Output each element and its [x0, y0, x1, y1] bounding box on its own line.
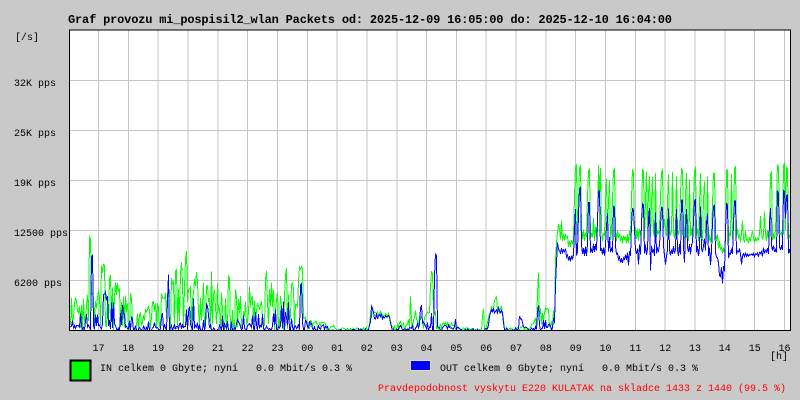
svg-text:32K pps: 32K pps — [14, 79, 56, 90]
svg-text:10: 10 — [599, 344, 611, 355]
svg-text:12: 12 — [659, 344, 671, 355]
svg-text:11: 11 — [629, 344, 641, 355]
svg-text:03: 03 — [391, 344, 403, 355]
svg-text:23: 23 — [271, 344, 283, 355]
svg-text:05: 05 — [450, 344, 462, 355]
svg-text:6200 pps: 6200 pps — [14, 279, 62, 290]
svg-text:08: 08 — [540, 344, 552, 355]
svg-text:00: 00 — [301, 344, 313, 355]
svg-text:[/s]: [/s] — [15, 32, 39, 44]
svg-text:06: 06 — [480, 344, 492, 355]
svg-text:25K pps: 25K pps — [14, 129, 56, 140]
svg-text:22: 22 — [242, 344, 254, 355]
svg-text:20: 20 — [182, 344, 194, 355]
svg-text:Pravdepodobnost vyskytu E220 K: Pravdepodobnost vyskytu E220 KULATAK na … — [378, 383, 786, 395]
svg-text:IN celkem 0 Gbyte; nyní 0.0: IN celkem 0 Gbyte; nyní 0.0 Mbit/s 0.3 % — [100, 363, 352, 375]
svg-text:OUT celkem 0 Gbyte; nyní 0.0: OUT celkem 0 Gbyte; nyní 0.0 Mbit/s 0.3 … — [440, 363, 698, 375]
svg-text:Graf provozu mi_pospisil2_wlan: Graf provozu mi_pospisil2_wlan Packets o… — [68, 13, 672, 27]
svg-text:21: 21 — [212, 344, 224, 355]
svg-text:01: 01 — [331, 344, 343, 355]
svg-text:14: 14 — [719, 344, 731, 355]
svg-text:07: 07 — [510, 344, 522, 355]
svg-text:04: 04 — [421, 344, 433, 355]
svg-text:19: 19 — [152, 344, 164, 355]
svg-text:17: 17 — [92, 344, 104, 355]
svg-text:12500 pps: 12500 pps — [14, 229, 68, 240]
svg-text:02: 02 — [361, 344, 373, 355]
svg-text:[h]: [h] — [770, 351, 788, 363]
svg-text:18: 18 — [122, 344, 134, 355]
svg-text:15: 15 — [749, 344, 761, 355]
svg-text:16: 16 — [778, 344, 790, 355]
svg-text:19K pps: 19K pps — [14, 179, 56, 190]
svg-text:09: 09 — [570, 344, 582, 355]
svg-text:13: 13 — [689, 344, 701, 355]
